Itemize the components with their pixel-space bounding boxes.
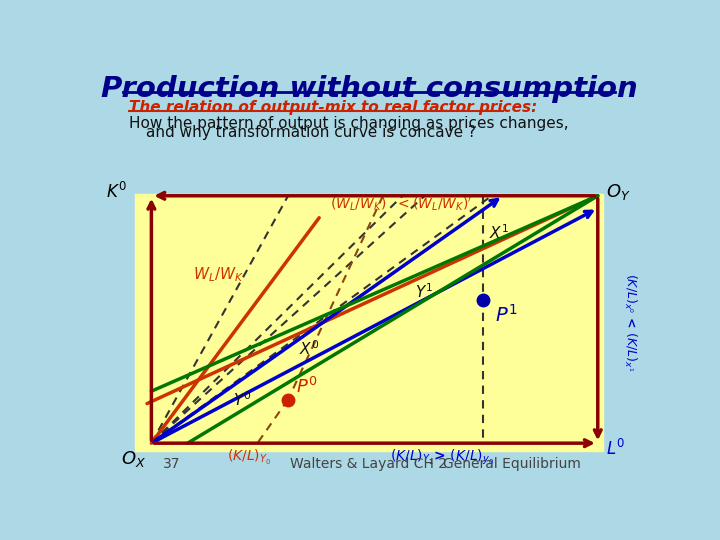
- Text: $(K/L)_{Y_0}$: $(K/L)_{Y_0}$: [227, 448, 271, 467]
- Text: Production without consumption: Production without consumption: [101, 75, 637, 103]
- Text: $Y^0$: $Y^0$: [233, 390, 252, 409]
- Text: The relation of output-mix to real factor prices:: The relation of output-mix to real facto…: [129, 100, 537, 115]
- Text: $L^0$: $L^0$: [606, 440, 625, 460]
- Text: $P^0$: $P^0$: [297, 377, 318, 397]
- Text: $K^0$: $K^0$: [106, 181, 126, 201]
- Text: General Equilibrium: General Equilibrium: [444, 457, 581, 471]
- Text: $O_X$: $O_X$: [121, 449, 145, 469]
- Text: $Y^1$: $Y^1$: [415, 282, 433, 301]
- Text: $(K/L)_{x^0}$ < $(K/L)_{x^1}$: $(K/L)_{x^0}$ < $(K/L)_{x^1}$: [622, 273, 638, 372]
- Text: 37: 37: [163, 457, 180, 471]
- Text: Walters & Layard CH 2: Walters & Layard CH 2: [290, 457, 448, 471]
- Text: and why transformation curve is concave ?: and why transformation curve is concave …: [145, 125, 476, 140]
- Text: $X^1$: $X^1$: [489, 223, 509, 241]
- Text: $X^0$: $X^0$: [300, 339, 320, 358]
- Text: $W_L/ W_K$: $W_L/ W_K$: [193, 266, 245, 284]
- Text: $(K/L)_{Y_1}$> $(K/L)_{y_0}$: $(K/L)_{Y_1}$> $(K/L)_{y_0}$: [390, 448, 493, 468]
- Text: $O_Y$: $O_Y$: [606, 181, 631, 201]
- Text: $P^1$: $P^1$: [495, 304, 517, 326]
- FancyBboxPatch shape: [135, 194, 603, 451]
- Text: How the pattern of output is changing as prices changes,: How the pattern of output is changing as…: [129, 116, 569, 131]
- Text: $(W_L/W_K)$  $<(W_L/W_K)'$: $(W_L/W_K)$ $<(W_L/W_K)'$: [330, 195, 472, 213]
